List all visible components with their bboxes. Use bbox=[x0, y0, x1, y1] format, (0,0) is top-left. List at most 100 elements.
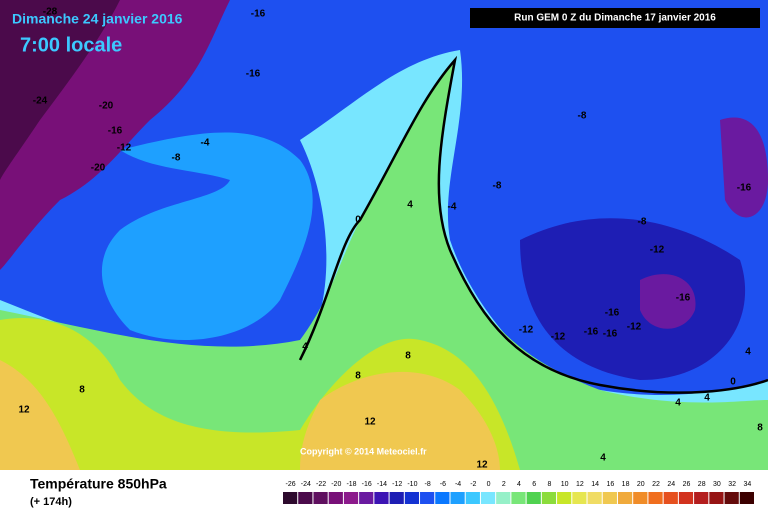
contour-label: 0 bbox=[730, 377, 736, 388]
legend-swatch bbox=[313, 492, 328, 504]
legend-swatch bbox=[465, 492, 480, 504]
time: 7:00 locale bbox=[20, 34, 122, 56]
legend-label: -18 bbox=[346, 481, 356, 488]
contour-label: -4 bbox=[448, 202, 457, 213]
legend-swatch bbox=[602, 492, 617, 504]
legend-swatch bbox=[435, 492, 450, 504]
legend-label: 14 bbox=[591, 481, 599, 488]
contour-label: -12 bbox=[117, 143, 132, 154]
contour-label: 4 bbox=[302, 342, 308, 353]
contour-label: -12 bbox=[551, 332, 566, 343]
legend-swatch bbox=[374, 492, 389, 504]
contour-label: -16 bbox=[246, 69, 261, 80]
legend-swatch bbox=[678, 492, 694, 504]
run-info: Run GEM 0 Z du Dimanche 17 janvier 2016 bbox=[514, 13, 716, 24]
legend-label: 24 bbox=[667, 481, 675, 488]
legend-label: -16 bbox=[362, 481, 372, 488]
color-legend: -26 -24 -22 -20 -18 -16 -14 -12 -10 -8 -6 -4 -2 0 2 4 6 8… bbox=[283, 481, 754, 504]
cold-pool bbox=[520, 218, 746, 380]
legend-label: -22 bbox=[316, 481, 326, 488]
legend-label: 10 bbox=[561, 481, 569, 488]
legend-label: 18 bbox=[622, 481, 630, 488]
run-box bbox=[470, 8, 760, 28]
legend-swatch bbox=[526, 492, 541, 504]
legend-label: 4 bbox=[517, 481, 521, 488]
legend-swatch bbox=[739, 492, 754, 504]
legend-swatch bbox=[420, 492, 435, 504]
legend-swatch bbox=[511, 492, 526, 504]
contour-label: -20 bbox=[99, 101, 114, 112]
footer-title: Température 850hPa bbox=[30, 476, 167, 492]
legend-swatch bbox=[648, 492, 663, 504]
legend-label: -8 bbox=[425, 481, 431, 488]
legend-label: 32 bbox=[728, 481, 736, 488]
legend-label: -12 bbox=[392, 481, 402, 488]
contour-label: -28 bbox=[43, 7, 58, 18]
contour-label: -4 bbox=[201, 138, 210, 149]
legend-swatch bbox=[617, 492, 633, 504]
legend-swatch bbox=[343, 492, 359, 504]
legend-label: -6 bbox=[440, 481, 446, 488]
contour-label: -16 bbox=[603, 329, 618, 340]
contour-label: -12 bbox=[627, 322, 642, 333]
contour-label: -12 bbox=[519, 325, 534, 336]
legend-swatch bbox=[633, 492, 648, 504]
contour-label: 8 bbox=[355, 371, 361, 382]
legend-swatch bbox=[283, 492, 298, 504]
legend-swatch bbox=[557, 492, 572, 504]
contour-label: -16 bbox=[676, 293, 691, 304]
warm-region bbox=[0, 60, 768, 470]
legend-label: 12 bbox=[576, 481, 584, 488]
contour-label: 12 bbox=[476, 460, 488, 471]
contour-label: -16 bbox=[251, 9, 266, 20]
contour-label: 12 bbox=[364, 417, 376, 428]
contour-label: 4 bbox=[407, 200, 413, 211]
legend-label: 30 bbox=[713, 481, 721, 488]
legend-swatch bbox=[328, 492, 343, 504]
legend-swatch bbox=[587, 492, 602, 504]
legend-label: 16 bbox=[606, 481, 614, 488]
legend-label: 34 bbox=[743, 481, 751, 488]
copyright: Copyright © 2014 Meteociel.fr bbox=[300, 446, 427, 456]
legend-swatch bbox=[389, 492, 404, 504]
contour-label: 4 bbox=[600, 453, 606, 464]
lead-time: (+ 174h) bbox=[30, 496, 72, 508]
legend-swatch bbox=[404, 492, 420, 504]
legend-swatch bbox=[496, 492, 511, 504]
contour-label: 12 bbox=[18, 405, 30, 416]
legend-label: -14 bbox=[377, 481, 387, 488]
warmest-region bbox=[0, 360, 500, 470]
legend-label: 0 bbox=[487, 481, 491, 488]
legend-swatch bbox=[694, 492, 709, 504]
contour-label: -8 bbox=[578, 111, 587, 122]
zero-isotherm bbox=[298, 55, 768, 394]
contour-label: -24 bbox=[33, 96, 48, 107]
legend-swatch bbox=[541, 492, 557, 504]
legend-label: -26 bbox=[286, 481, 296, 488]
legend-swatch bbox=[480, 492, 496, 504]
legend-swatch bbox=[663, 492, 678, 504]
map: Copyright © 2014 Meteociel.fr bbox=[0, 0, 768, 470]
contour-label: -12 bbox=[650, 245, 665, 256]
contour-label: -8 bbox=[172, 153, 181, 164]
legend-swatch bbox=[572, 492, 587, 504]
date: Dimanche 24 janvier 2016 bbox=[12, 11, 183, 27]
contour-label: 0 bbox=[355, 215, 361, 226]
legend-swatch bbox=[724, 492, 739, 504]
contour-label: 4 bbox=[745, 347, 751, 358]
legend-label: -24 bbox=[301, 481, 311, 488]
footer bbox=[0, 470, 768, 512]
contour-label: -8 bbox=[493, 181, 502, 192]
legend-label: 28 bbox=[698, 481, 706, 488]
contour-label: 4 bbox=[704, 393, 710, 404]
legend-label: 2 bbox=[502, 481, 506, 488]
legend-swatch bbox=[450, 492, 465, 504]
legend-label: -4 bbox=[455, 481, 461, 488]
contour-label: -20 bbox=[91, 163, 106, 174]
contour-label: 8 bbox=[79, 385, 85, 396]
contour-labels: -28 -16 -16 -24 -20 -16 -12 -20 -8 -4 0 -8 -8 -16 -8 -1… bbox=[18, 7, 763, 471]
mild-region bbox=[101, 132, 313, 340]
legend-label: 22 bbox=[652, 481, 660, 488]
contour-label: 8 bbox=[405, 351, 411, 362]
